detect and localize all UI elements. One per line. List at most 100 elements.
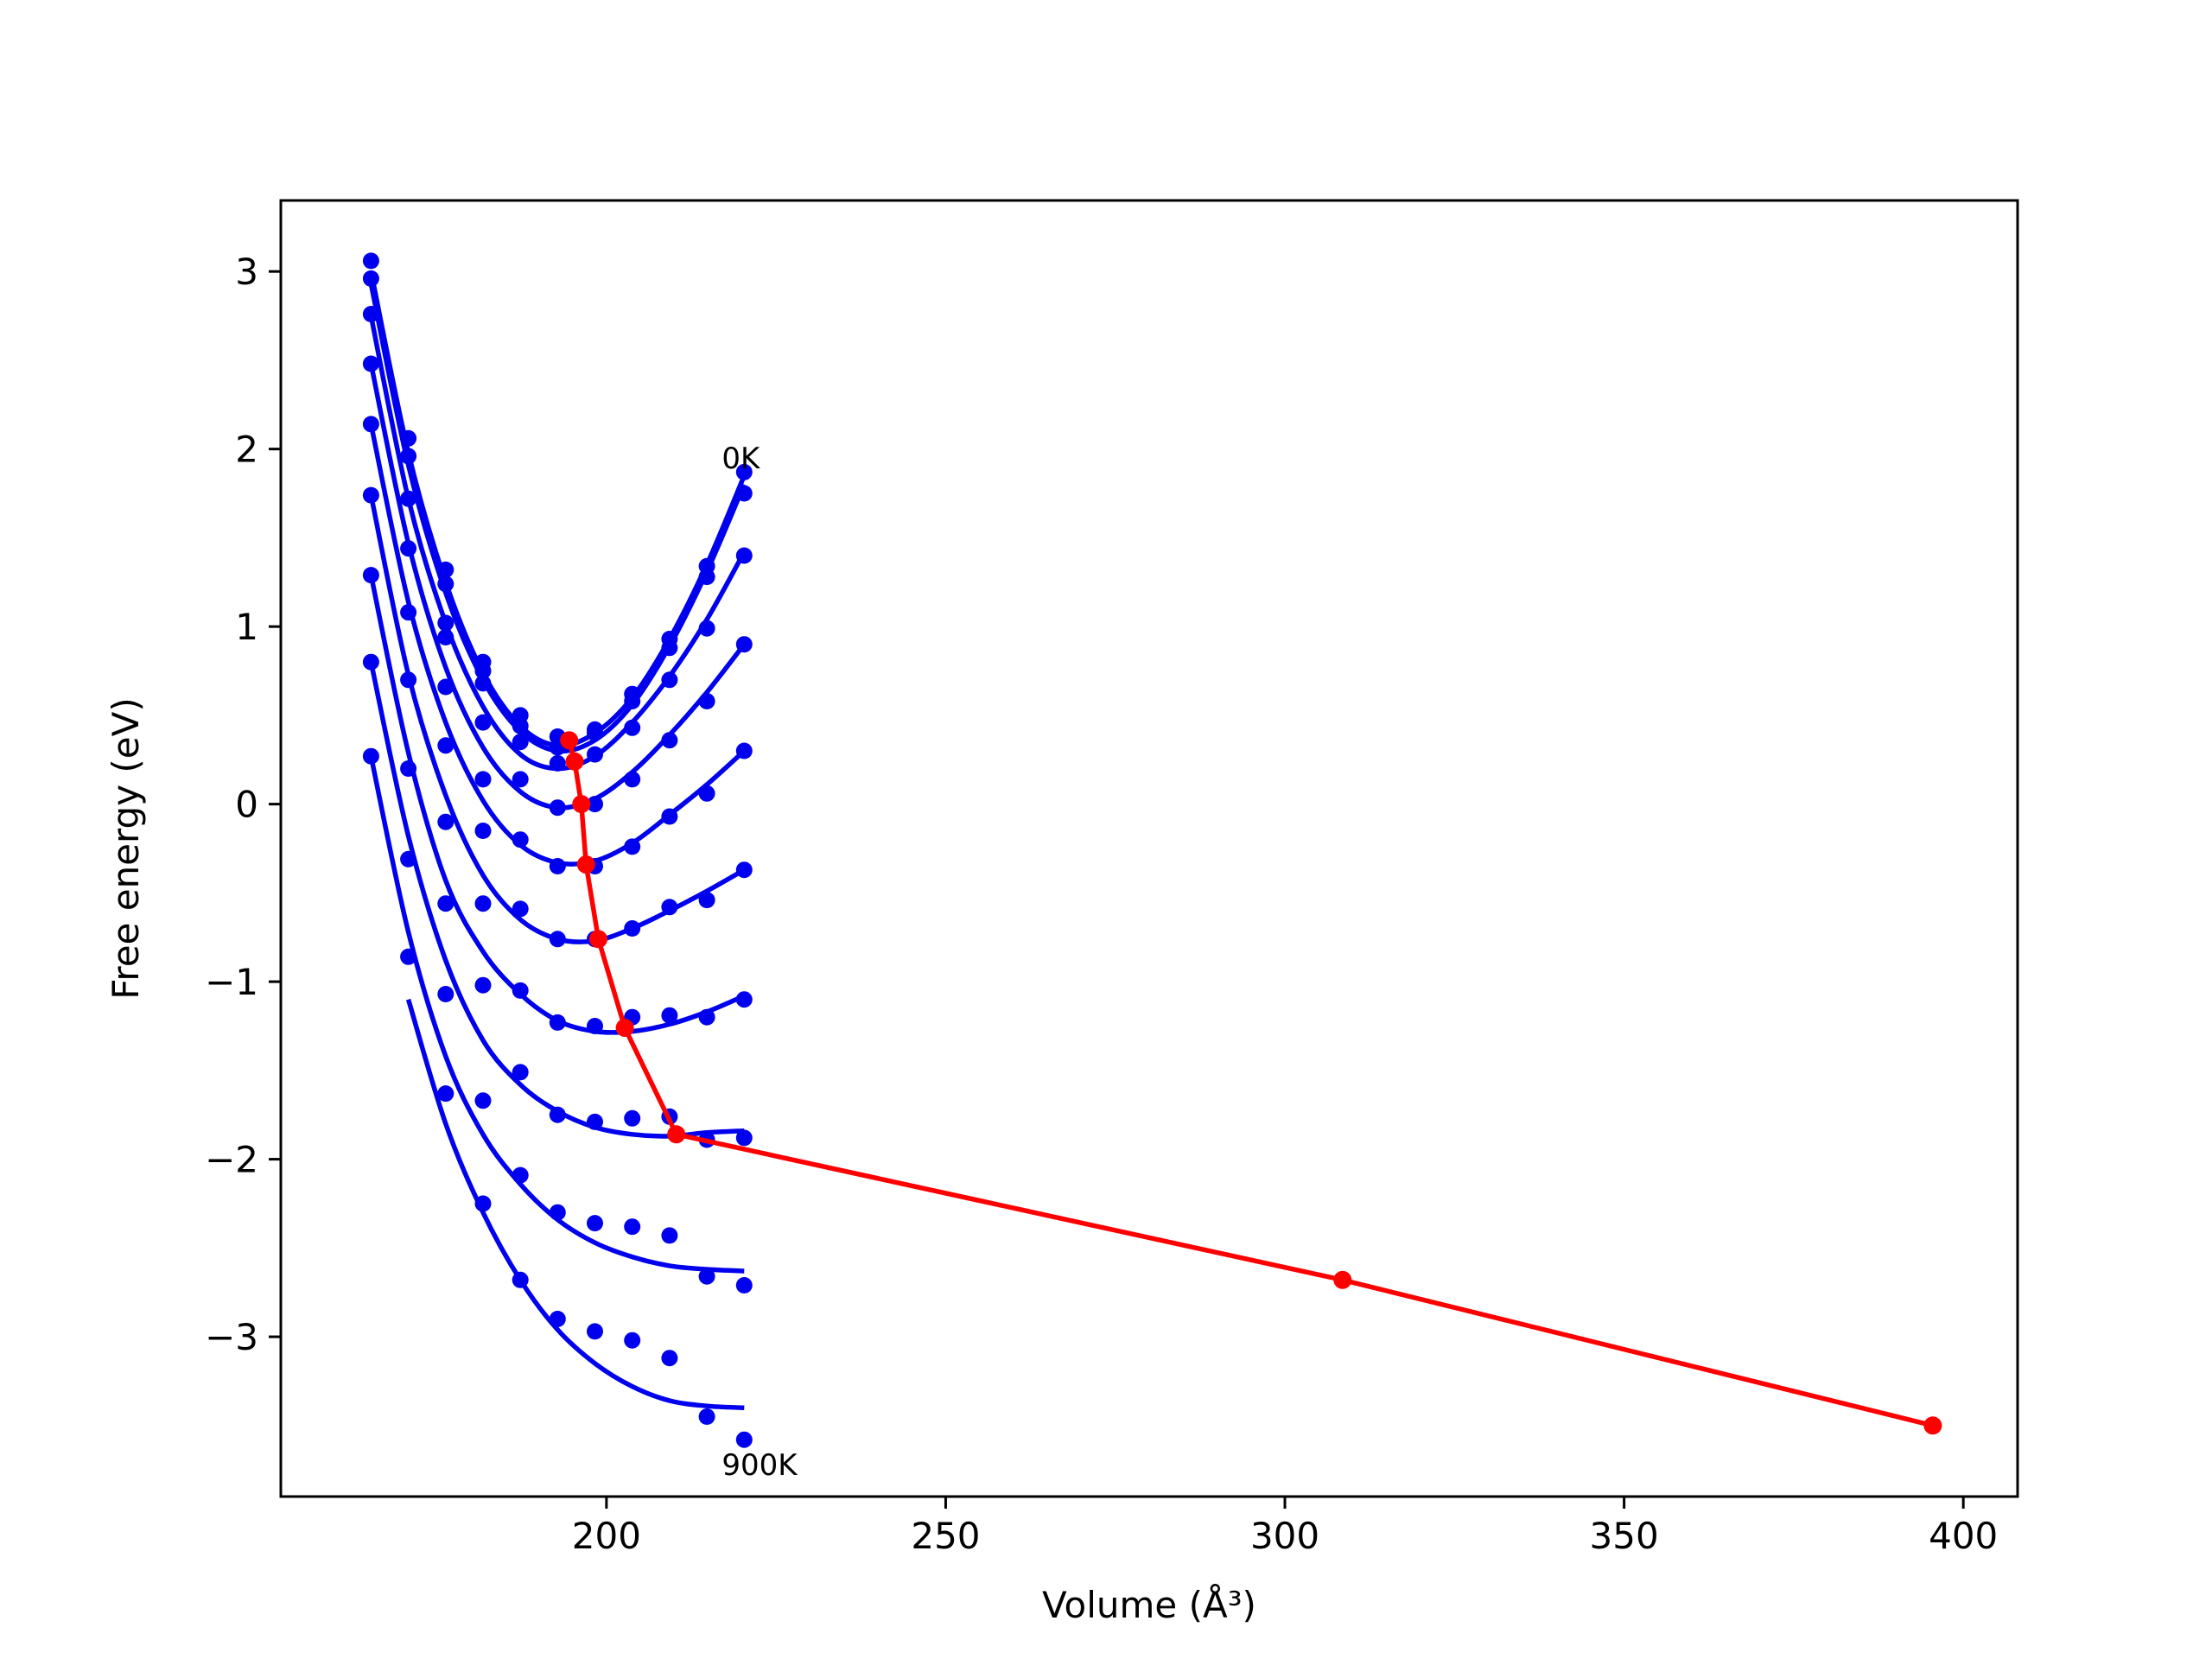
data-point-200K-1 (400, 490, 417, 507)
data-point-200K-3 (474, 675, 492, 692)
data-point-200K-7 (624, 719, 641, 736)
data-point-900K-10 (735, 1431, 753, 1448)
isotherm-curve-900K (405, 998, 745, 1411)
data-point-500K-7 (624, 920, 641, 937)
data-point-500K-0 (362, 486, 379, 504)
data-point-100K-0 (362, 270, 379, 287)
data-point-800K-6 (587, 1215, 603, 1232)
data-point-800K-10 (735, 1277, 753, 1294)
data-point-0K-1 (400, 429, 417, 447)
data-point-900K-6 (587, 1323, 603, 1340)
data-point-800K-5 (549, 1204, 566, 1221)
data-point-800K-7 (624, 1218, 641, 1236)
data-point-0K-0 (362, 252, 379, 270)
data-point-200K-4 (512, 734, 529, 751)
minimum-point-4 (589, 930, 607, 949)
data-point-300K-9 (698, 693, 715, 709)
data-point-500K-1 (400, 671, 417, 689)
minima-series (560, 731, 1942, 1435)
data-point-600K-10 (735, 991, 753, 1008)
data-point-100K-3 (474, 663, 492, 679)
data-point-400K-0 (362, 416, 379, 433)
data-point-900K-8 (661, 1350, 678, 1367)
data-point-700K-4 (512, 1064, 529, 1081)
data-point-600K-1 (400, 760, 417, 777)
data-point-300K-1 (400, 540, 417, 557)
data-point-800K-2 (437, 986, 454, 1002)
minimum-point-2 (572, 795, 591, 814)
data-point-400K-1 (400, 604, 417, 621)
data-point-700K-10 (735, 1129, 753, 1147)
data-point-400K-9 (698, 785, 715, 802)
data-point-400K-3 (474, 771, 492, 788)
minimum-point-5 (615, 1019, 634, 1037)
data-point-600K-2 (437, 813, 454, 830)
data-point-900K-2 (437, 1085, 454, 1103)
data-point-0K-10 (735, 463, 753, 480)
y-tick-label-1: 2 (235, 429, 258, 471)
data-point-800K-8 (661, 1227, 678, 1244)
data-point-400K-4 (512, 831, 529, 849)
data-point-400K-5 (549, 858, 566, 874)
data-point-100K-1 (400, 448, 417, 465)
data-point-100K-2 (437, 575, 454, 593)
data-point-500K-10 (735, 861, 753, 879)
isotherm-curve-100K (368, 283, 747, 754)
data-point-200K-5 (549, 754, 566, 772)
data-point-900K-3 (474, 1195, 492, 1212)
data-point-700K-2 (437, 895, 454, 912)
data-point-700K-3 (474, 976, 492, 994)
data-point-200K-2 (437, 614, 454, 632)
isotherm-curve-400K (368, 423, 747, 867)
data-point-600K-3 (474, 895, 492, 912)
data-point-500K-2 (437, 737, 454, 754)
isotherm-curve-800K (368, 755, 745, 1274)
isotherm-curve-0K (368, 270, 747, 748)
data-point-100K-6 (587, 724, 603, 741)
minimum-point-1 (565, 752, 584, 771)
data-point-100K-9 (698, 569, 715, 586)
x-tick-label-250: 250 (911, 1515, 980, 1557)
data-point-800K-9 (698, 1268, 715, 1285)
data-point-500K-4 (512, 900, 529, 918)
x-tick-label-200: 200 (572, 1515, 641, 1557)
data-point-300K-8 (661, 732, 678, 749)
data-point-600K-4 (512, 982, 529, 999)
data-point-300K-3 (474, 714, 492, 731)
data-point-900K-5 (549, 1311, 566, 1327)
data-point-100K-7 (624, 693, 641, 709)
annotation-0K: 0K (721, 442, 761, 476)
data-point-400K-8 (661, 808, 678, 825)
data-point-300K-7 (624, 771, 641, 788)
x-tick-label-350: 350 (1590, 1515, 1659, 1557)
x-axis-ticks: 200 250 300 350 400 (572, 1497, 1998, 1557)
data-point-300K-0 (362, 355, 379, 372)
x-axis-label: Volume (Å³) (1042, 1583, 1256, 1626)
data-point-0K-2 (437, 561, 454, 578)
y-tick-label-6: −3 (205, 1316, 258, 1358)
y-axis-label: Free energy (eV) (105, 697, 147, 1000)
data-point-300K-2 (437, 629, 454, 645)
data-point-600K-6 (587, 1018, 603, 1034)
data-point-600K-0 (362, 567, 379, 584)
data-point-600K-9 (698, 1008, 715, 1026)
data-point-400K-7 (624, 838, 641, 855)
data-point-200K-9 (698, 620, 715, 637)
minimum-point-0 (560, 731, 579, 750)
data-point-700K-0 (362, 653, 379, 671)
data-point-500K-8 (661, 899, 678, 916)
isotherm-curves (368, 270, 747, 1411)
minima-line (567, 740, 1934, 1428)
isotherm-curve-300K (368, 363, 747, 810)
data-point-700K-5 (549, 1106, 566, 1123)
data-point-100K-10 (735, 485, 753, 502)
data-point-200K-8 (661, 671, 678, 689)
data-point-500K-5 (549, 931, 566, 948)
data-point-200K-10 (735, 547, 753, 564)
y-tick-label-4: −1 (205, 961, 258, 1003)
plot-frame (279, 199, 2019, 1498)
annotations: 0K 900K (721, 442, 798, 1483)
data-point-100K-8 (661, 639, 678, 657)
data-point-300K-10 (735, 636, 753, 653)
